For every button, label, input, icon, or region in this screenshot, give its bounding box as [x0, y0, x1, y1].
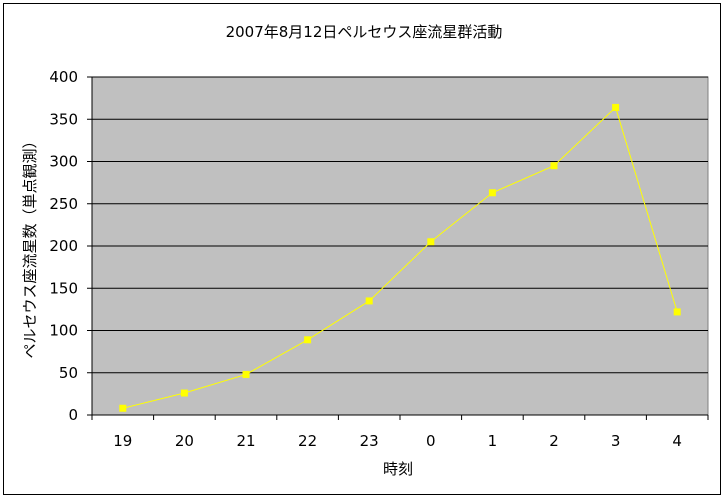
y-tick-label: 300 [49, 153, 78, 171]
chart-title: 2007年8月12日ペルセウス座流星群活動 [226, 23, 503, 41]
data-point [304, 336, 312, 344]
y-axis-ticks: 0 50 100 150 200 250 300 350 400 [49, 68, 92, 424]
y-tick-label: 150 [49, 279, 78, 297]
y-tick-label: 250 [49, 195, 78, 213]
y-tick-label: 350 [49, 110, 78, 128]
y-tick-label: 50 [59, 364, 78, 382]
y-tick-label: 0 [68, 406, 78, 424]
x-axis-label: 時刻 [383, 460, 413, 478]
x-tick-label: 3 [611, 432, 621, 450]
x-tick-label: 4 [672, 432, 682, 450]
x-tick-label: 19 [113, 432, 132, 450]
x-tick-label: 20 [175, 432, 194, 450]
data-point [488, 189, 496, 197]
y-tick-label: 400 [49, 68, 78, 86]
x-tick-label: 1 [488, 432, 498, 450]
data-point [673, 308, 681, 316]
data-point [119, 404, 127, 412]
y-tick-label: 100 [49, 322, 78, 340]
data-point [550, 162, 558, 170]
x-tick-label: 0 [426, 432, 436, 450]
data-point [612, 103, 620, 111]
y-tick-label: 200 [49, 237, 78, 255]
data-point [427, 238, 435, 246]
x-axis-ticks: 19 20 21 22 23 0 1 2 3 4 [91, 415, 709, 450]
gridlines [92, 76, 708, 374]
data-point [180, 389, 188, 397]
data-point [242, 370, 250, 378]
x-tick-label: 21 [236, 432, 255, 450]
x-tick-label: 2 [549, 432, 559, 450]
y-axis-label: ペルセウス座流星数（単点観測） [21, 133, 39, 358]
series-group [119, 103, 681, 412]
data-point [365, 297, 373, 305]
x-tick-label: 23 [360, 432, 379, 450]
series-line [122, 106, 678, 409]
x-tick-label: 22 [298, 432, 317, 450]
